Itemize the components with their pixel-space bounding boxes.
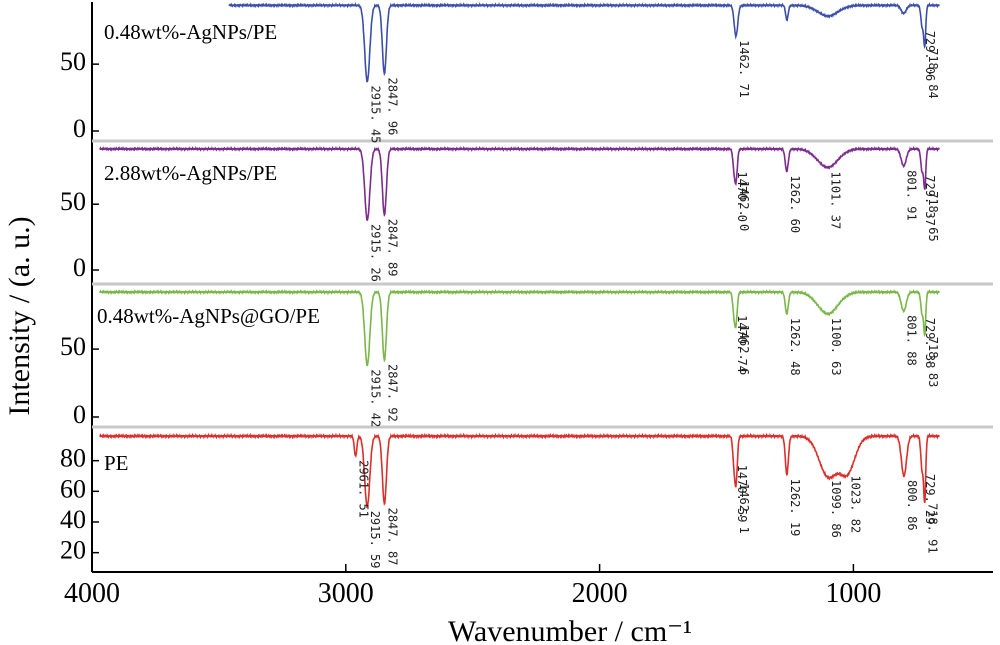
series-label: 0.48wt%-AgNPs@GO/PE: [97, 304, 320, 328]
peak-label: 2915. 59: [368, 511, 382, 569]
y-tick-label: 0: [73, 253, 86, 282]
peak-label: 1470. 59: [735, 465, 749, 523]
peak-label: 2847. 89: [385, 219, 399, 277]
peak-label: 1023. 82: [848, 475, 862, 533]
peak-label: 2961. 51: [357, 460, 371, 518]
peak-label: 1262. 48: [788, 318, 802, 376]
x-axis: 4000 3000 2000 1000: [64, 564, 993, 609]
peak-label: 2915. 45: [368, 86, 382, 144]
peak-label: 1262. 60: [788, 175, 802, 233]
spectrum-line: [99, 288, 940, 367]
panel-3: 50 0 0.48wt%-AgNPs@GO/PE 2915. 42 2847. 92 14…: [60, 288, 993, 429]
panel-1: 50 0 0.48wt%-AgNPs/PE 2915. 45 2847. 96 1462.…: [60, 1, 993, 144]
peak-label: 1462. 1: [737, 483, 751, 534]
y-tick-label: 80: [60, 444, 86, 473]
y-tick-label: 50: [60, 187, 86, 216]
peak-label: 729. 06: [923, 31, 937, 82]
y-tick-label: 20: [60, 536, 86, 565]
y-tick-label: 40: [60, 505, 86, 534]
peak-label: 718. 83: [926, 337, 940, 388]
peak-label: 2915. 42: [368, 369, 382, 427]
peak-label: 2847. 87: [385, 508, 399, 566]
peak-label: 2847. 96: [385, 78, 399, 136]
y-tick-label: 50: [60, 332, 86, 361]
x-tick-label: 4000: [64, 578, 120, 609]
peak-label: 718. 84: [926, 48, 940, 99]
peak-label: 1099. 86: [829, 480, 843, 538]
panel-2: 50 0 2.88wt%-AgNPs/PE 2915. 26 2847. 89 1470.…: [60, 145, 993, 286]
peak-label: 729. 37: [923, 175, 937, 226]
peak-label: 1462. 6: [737, 325, 751, 376]
peak-label: 1470. 74: [735, 315, 749, 373]
panels-layer: 50 0 0.48wt%-AgNPs/PE 2915. 45 2847. 96 1462.…: [60, 1, 993, 572]
peak-label: 718. 91: [926, 503, 940, 554]
peak-label: 2847. 92: [385, 364, 399, 422]
y-tick-label: 0: [73, 114, 86, 143]
peak-label: 718. 65: [926, 191, 940, 242]
y-tick-label: 0: [73, 400, 86, 429]
x-axis-title: Wavenumber / cm⁻¹: [448, 615, 692, 645]
series-label: 2.88wt%-AgNPs/PE: [104, 161, 277, 185]
x-tick-label: 3000: [318, 578, 374, 609]
series-label: 0.48wt%-AgNPs/PE: [104, 20, 277, 44]
spectrum-line: [99, 145, 940, 222]
peak-label: 1470. 0: [735, 171, 749, 222]
peak-label: 1262. 19: [788, 479, 802, 537]
y-axis-title: Intensity / (a. u.): [3, 216, 36, 415]
peak-label: 800. 86: [905, 480, 919, 531]
peak-label: 1101. 37: [829, 171, 843, 229]
x-tick-label: 2000: [572, 578, 628, 609]
series-label: PE: [104, 451, 129, 475]
peak-label: 1462. 0: [737, 181, 751, 232]
y-tick-label: 60: [60, 474, 86, 503]
peak-label: 729. 38: [923, 318, 937, 369]
peak-label: 1462. 71: [737, 40, 751, 98]
peak-label: 801. 91: [905, 170, 919, 221]
peak-label: 2915. 26: [368, 224, 382, 282]
spectrum-line: [99, 432, 940, 509]
spectrum-line: [228, 1, 940, 83]
y-tick-label: 50: [60, 47, 86, 76]
peak-label: 729. 29: [923, 474, 937, 525]
peak-label: 801. 88: [905, 315, 919, 366]
x-tick-label: 1000: [825, 578, 881, 609]
peak-label: 1100. 63: [829, 318, 843, 376]
